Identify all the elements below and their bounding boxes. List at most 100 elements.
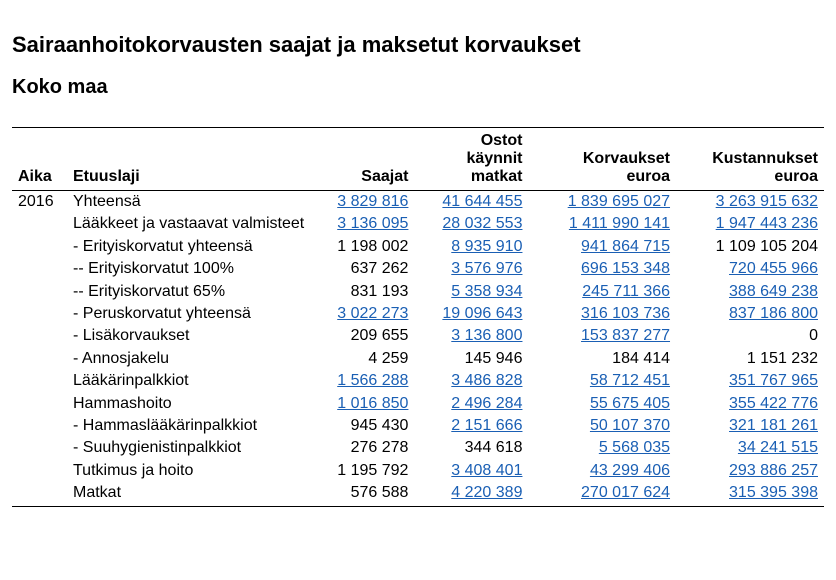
table-body: 2016Yhteensä3 829 81641 644 4551 839 695… xyxy=(12,191,824,507)
cell-saajat[interactable]: 1 566 288 xyxy=(310,370,414,392)
link-ostot[interactable]: 2 496 284 xyxy=(451,395,522,412)
cell-ostot[interactable]: 3 136 800 xyxy=(414,325,528,347)
link-ostot[interactable]: 3 408 401 xyxy=(451,462,522,479)
cell-ostot[interactable]: 3 408 401 xyxy=(414,460,528,482)
link-korv[interactable]: 245 711 366 xyxy=(582,283,670,300)
link-korv[interactable]: 270 017 624 xyxy=(581,484,670,501)
link-kust[interactable]: 837 186 800 xyxy=(729,305,818,322)
link-korv[interactable]: 316 103 736 xyxy=(581,305,670,322)
link-ostot[interactable]: 28 032 553 xyxy=(442,215,522,232)
cell-korv[interactable]: 43 299 406 xyxy=(528,460,676,482)
cell-korv[interactable]: 1 411 990 141 xyxy=(528,213,676,235)
cell-kust[interactable]: 34 241 515 xyxy=(676,437,824,459)
value-ostot: 344 618 xyxy=(465,439,523,456)
cell-saajat[interactable]: 1 016 850 xyxy=(310,393,414,415)
cell-kust[interactable]: 315 395 398 xyxy=(676,482,824,507)
cell-saajat[interactable]: 3 829 816 xyxy=(310,191,414,214)
cell-korv[interactable]: 316 103 736 xyxy=(528,303,676,325)
cell-saajat[interactable]: 3 136 095 xyxy=(310,213,414,235)
col-header-etuus: Etuuslaji xyxy=(67,128,310,191)
link-kust[interactable]: 720 455 966 xyxy=(729,260,818,277)
link-ostot[interactable]: 3 136 800 xyxy=(451,327,522,344)
cell-aika xyxy=(12,281,67,303)
cell-korv[interactable]: 55 675 405 xyxy=(528,393,676,415)
cell-ostot[interactable]: 28 032 553 xyxy=(414,213,528,235)
cell-kust[interactable]: 1 947 443 236 xyxy=(676,213,824,235)
cell-kust[interactable]: 293 886 257 xyxy=(676,460,824,482)
cell-aika: 2016 xyxy=(12,191,67,214)
cell-kust[interactable]: 3 263 915 632 xyxy=(676,191,824,214)
cell-kust[interactable]: 321 181 261 xyxy=(676,415,824,437)
link-kust[interactable]: 34 241 515 xyxy=(738,439,818,456)
link-saajat[interactable]: 3 829 816 xyxy=(337,193,408,210)
cell-aika xyxy=(12,303,67,325)
link-kust[interactable]: 3 263 915 632 xyxy=(716,193,818,210)
cell-saajat[interactable]: 3 022 273 xyxy=(310,303,414,325)
cell-aika xyxy=(12,460,67,482)
link-korv[interactable]: 58 712 451 xyxy=(590,372,670,389)
cell-ostot[interactable]: 19 096 643 xyxy=(414,303,528,325)
link-kust[interactable]: 355 422 776 xyxy=(729,395,818,412)
data-table: Aika Etuuslaji Saajat Ostot käynnit matk… xyxy=(12,127,824,507)
cell-ostot[interactable]: 3 486 828 xyxy=(414,370,528,392)
cell-korv[interactable]: 270 017 624 xyxy=(528,482,676,507)
cell-etuus: - Annosjakelu xyxy=(67,348,310,370)
cell-etuus: - Hammaslääkärinpalkkiot xyxy=(67,415,310,437)
cell-kust[interactable]: 388 649 238 xyxy=(676,281,824,303)
cell-korv[interactable]: 941 864 715 xyxy=(528,236,676,258)
link-ostot[interactable]: 3 576 976 xyxy=(451,260,522,277)
link-korv[interactable]: 55 675 405 xyxy=(590,395,670,412)
cell-ostot[interactable]: 2 496 284 xyxy=(414,393,528,415)
cell-korv[interactable]: 50 107 370 xyxy=(528,415,676,437)
cell-saajat: 209 655 xyxy=(310,325,414,347)
cell-ostot[interactable]: 2 151 666 xyxy=(414,415,528,437)
link-kust[interactable]: 1 947 443 236 xyxy=(716,215,818,232)
value-saajat: 276 278 xyxy=(351,439,409,456)
cell-korv[interactable]: 1 839 695 027 xyxy=(528,191,676,214)
cell-aika xyxy=(12,325,67,347)
link-kust[interactable]: 315 395 398 xyxy=(729,484,818,501)
link-kust[interactable]: 351 767 965 xyxy=(729,372,818,389)
cell-ostot[interactable]: 8 935 910 xyxy=(414,236,528,258)
cell-ostot[interactable]: 41 644 455 xyxy=(414,191,528,214)
cell-korv[interactable]: 696 153 348 xyxy=(528,258,676,280)
cell-ostot[interactable]: 4 220 389 xyxy=(414,482,528,507)
link-ostot[interactable]: 8 935 910 xyxy=(451,238,522,255)
link-saajat[interactable]: 1 016 850 xyxy=(337,395,408,412)
cell-korv[interactable]: 5 568 035 xyxy=(528,437,676,459)
link-korv[interactable]: 5 568 035 xyxy=(599,439,670,456)
cell-ostot[interactable]: 3 576 976 xyxy=(414,258,528,280)
link-ostot[interactable]: 41 644 455 xyxy=(442,193,522,210)
link-korv[interactable]: 153 837 277 xyxy=(581,327,670,344)
link-ostot[interactable]: 5 358 934 xyxy=(451,283,522,300)
link-saajat[interactable]: 3 022 273 xyxy=(337,305,408,322)
link-ostot[interactable]: 3 486 828 xyxy=(451,372,522,389)
link-ostot[interactable]: 19 096 643 xyxy=(442,305,522,322)
link-saajat[interactable]: 1 566 288 xyxy=(337,372,408,389)
cell-korv[interactable]: 245 711 366 xyxy=(528,281,676,303)
cell-korv[interactable]: 153 837 277 xyxy=(528,325,676,347)
cell-etuus: -- Erityiskorvatut 65% xyxy=(67,281,310,303)
link-korv[interactable]: 941 864 715 xyxy=(581,238,670,255)
cell-kust[interactable]: 720 455 966 xyxy=(676,258,824,280)
cell-kust[interactable]: 351 767 965 xyxy=(676,370,824,392)
table-row: Lääkärinpalkkiot1 566 2883 486 82858 712… xyxy=(12,370,824,392)
link-saajat[interactable]: 3 136 095 xyxy=(337,215,408,232)
cell-saajat: 1 198 002 xyxy=(310,236,414,258)
link-kust[interactable]: 388 649 238 xyxy=(729,283,818,300)
link-korv[interactable]: 1 839 695 027 xyxy=(568,193,670,210)
table-row: - Suuhygienistinpalkkiot276 278344 6185 … xyxy=(12,437,824,459)
link-korv[interactable]: 696 153 348 xyxy=(581,260,670,277)
cell-kust[interactable]: 355 422 776 xyxy=(676,393,824,415)
link-korv[interactable]: 1 411 990 141 xyxy=(569,215,670,232)
link-korv[interactable]: 43 299 406 xyxy=(590,462,670,479)
cell-kust[interactable]: 837 186 800 xyxy=(676,303,824,325)
cell-korv[interactable]: 58 712 451 xyxy=(528,370,676,392)
link-kust[interactable]: 321 181 261 xyxy=(729,417,818,434)
link-kust[interactable]: 293 886 257 xyxy=(729,462,818,479)
link-ostot[interactable]: 2 151 666 xyxy=(451,417,522,434)
link-ostot[interactable]: 4 220 389 xyxy=(451,484,522,501)
cell-ostot[interactable]: 5 358 934 xyxy=(414,281,528,303)
cell-aika xyxy=(12,415,67,437)
link-korv[interactable]: 50 107 370 xyxy=(590,417,670,434)
